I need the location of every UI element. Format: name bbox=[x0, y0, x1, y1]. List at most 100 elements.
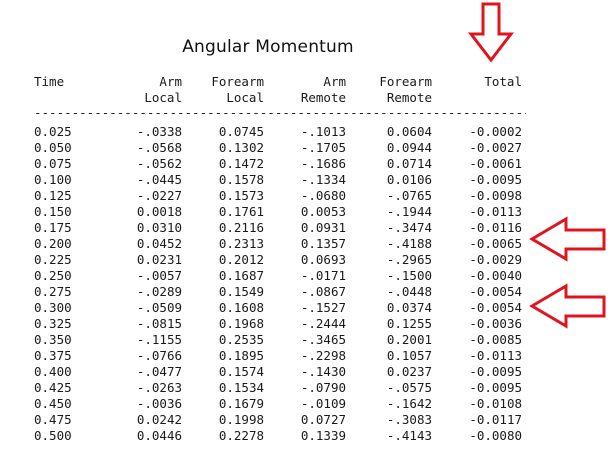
cell-forearm-remote: -.3083 bbox=[386, 412, 432, 427]
header-arm-local: Arm bbox=[159, 74, 182, 89]
cell-forearm-remote: 0.1255 bbox=[386, 316, 432, 331]
cell-arm-local: -.0509 bbox=[136, 300, 182, 315]
cell-arm-local: -.0815 bbox=[136, 316, 182, 331]
cell-arm-local: -.0562 bbox=[136, 156, 182, 171]
table-row: 0.425 -.0263 0.1534 -.0790 -.0575 -0.0095 bbox=[34, 380, 526, 396]
cell-forearm-remote: -.0765 bbox=[386, 188, 432, 203]
cell-total: -0.0098 bbox=[469, 188, 522, 203]
cell-arm-remote: -.1705 bbox=[300, 140, 346, 155]
cell-forearm-local: 0.2313 bbox=[218, 236, 264, 251]
header-total: Total bbox=[484, 74, 522, 89]
table-row: 0.050 -.0568 0.1302 -.1705 0.0944 -0.0027 bbox=[34, 140, 526, 156]
cell-arm-remote: -.1686 bbox=[300, 156, 346, 171]
table-row: 0.475 0.0242 0.1998 0.0727 -.3083 -0.0117 bbox=[34, 412, 526, 428]
cell-total: -0.0080 bbox=[469, 428, 522, 443]
cell-time: 0.375 bbox=[34, 348, 72, 363]
cell-time: 0.275 bbox=[34, 284, 72, 299]
cell-arm-local: 0.0446 bbox=[136, 428, 182, 443]
cell-arm-remote: -.0790 bbox=[300, 380, 346, 395]
header-arm-remote-sub: Remote bbox=[300, 90, 346, 105]
page-title: Angular Momentum bbox=[182, 37, 354, 57]
cell-time: 0.125 bbox=[34, 188, 72, 203]
header-forearm-remote-sub: Remote bbox=[386, 90, 432, 105]
cell-forearm-remote: 0.0106 bbox=[386, 172, 432, 187]
cell-forearm-local: 0.1534 bbox=[218, 380, 264, 395]
cell-arm-remote: -.3465 bbox=[300, 332, 346, 347]
cell-time: 0.325 bbox=[34, 316, 72, 331]
table-row: 0.225 0.0231 0.2012 0.0693 -.2965 -0.0029 bbox=[34, 252, 526, 268]
cell-total: -0.0095 bbox=[469, 364, 522, 379]
header-forearm-local: Forearm bbox=[211, 74, 264, 89]
cell-time: 0.300 bbox=[34, 300, 72, 315]
cell-total: -0.0002 bbox=[469, 124, 522, 139]
header-arm-remote: Arm bbox=[323, 74, 346, 89]
cell-forearm-remote: 0.0237 bbox=[386, 364, 432, 379]
cell-arm-remote: 0.0693 bbox=[300, 252, 346, 267]
cell-time: 0.050 bbox=[34, 140, 72, 155]
cell-arm-remote: -.2444 bbox=[300, 316, 346, 331]
table-row: 0.350 -.1155 0.2535 -.3465 0.2001 -0.0085 bbox=[34, 332, 526, 348]
table-row: 0.250 -.0057 0.1687 -.0171 -.1500 -0.0040 bbox=[34, 268, 526, 284]
cell-forearm-remote: -.2965 bbox=[386, 252, 432, 267]
cell-total: -0.0085 bbox=[469, 332, 522, 347]
cell-forearm-local: 0.1679 bbox=[218, 396, 264, 411]
cell-arm-local: 0.0231 bbox=[136, 252, 182, 267]
cell-arm-remote: -.1527 bbox=[300, 300, 346, 315]
cell-forearm-local: 0.1578 bbox=[218, 172, 264, 187]
header-arm-local-sub: Local bbox=[144, 90, 182, 105]
cell-arm-local: 0.0242 bbox=[136, 412, 182, 427]
cell-forearm-local: 0.1549 bbox=[218, 284, 264, 299]
cell-arm-remote: -.0867 bbox=[300, 284, 346, 299]
cell-time: 0.350 bbox=[34, 332, 72, 347]
left-arrow-icon bbox=[529, 216, 606, 262]
cell-forearm-local: 0.2535 bbox=[218, 332, 264, 347]
cell-forearm-remote: -.1500 bbox=[386, 268, 432, 283]
cell-arm-local: -.0263 bbox=[136, 380, 182, 395]
table-row: 0.025 -.0338 0.0745 -.1013 0.0604 -0.0002 bbox=[34, 124, 526, 140]
cell-time: 0.100 bbox=[34, 172, 72, 187]
cell-forearm-remote: 0.2001 bbox=[386, 332, 432, 347]
cell-total: -0.0095 bbox=[469, 172, 522, 187]
cell-forearm-remote: -.1642 bbox=[386, 396, 432, 411]
table-row: 0.275 -.0289 0.1549 -.0867 -.0448 -0.0054 bbox=[34, 284, 526, 300]
cell-arm-remote: -.2298 bbox=[300, 348, 346, 363]
cell-arm-remote: -.1430 bbox=[300, 364, 346, 379]
header-separator: ----------------------------------------… bbox=[34, 106, 526, 120]
cell-arm-remote: 0.0727 bbox=[300, 412, 346, 427]
table-row: 0.500 0.0446 0.2278 0.1339 -.4143 -0.0080 bbox=[34, 428, 526, 444]
cell-time: 0.250 bbox=[34, 268, 72, 283]
cell-forearm-remote: -.0448 bbox=[386, 284, 432, 299]
cell-time: 0.475 bbox=[34, 412, 72, 427]
header-time: Time bbox=[34, 74, 65, 89]
table-row: 0.175 0.0310 0.2116 0.0931 -.3474 -0.0116 bbox=[34, 220, 526, 236]
cell-forearm-local: 0.1998 bbox=[218, 412, 264, 427]
cell-time: 0.150 bbox=[34, 204, 72, 219]
cell-forearm-local: 0.1968 bbox=[218, 316, 264, 331]
cell-total: -0.0061 bbox=[469, 156, 522, 171]
cell-forearm-local: 0.2116 bbox=[218, 220, 264, 235]
cell-forearm-local: 0.1472 bbox=[218, 156, 264, 171]
cell-time: 0.025 bbox=[34, 124, 72, 139]
table-row: 0.300 -.0509 0.1608 -.1527 0.0374 -0.0054 bbox=[34, 300, 526, 316]
cell-forearm-remote: -.0575 bbox=[386, 380, 432, 395]
header-forearm-local-sub: Local bbox=[226, 90, 264, 105]
header-row-1: Time Arm Forearm Arm Forearm Total bbox=[34, 74, 526, 90]
down-arrow-icon bbox=[467, 2, 515, 63]
cell-forearm-remote: 0.0944 bbox=[386, 140, 432, 155]
cell-arm-remote: 0.1357 bbox=[300, 236, 346, 251]
cell-total: -0.0040 bbox=[469, 268, 522, 283]
cell-forearm-remote: -.4143 bbox=[386, 428, 432, 443]
cell-total: -0.0054 bbox=[469, 284, 522, 299]
cell-arm-remote: 0.0053 bbox=[300, 204, 346, 219]
cell-forearm-remote: 0.1057 bbox=[386, 348, 432, 363]
table-row: 0.150 0.0018 0.1761 0.0053 -.1944 -0.0113 bbox=[34, 204, 526, 220]
cell-arm-remote: -.1013 bbox=[300, 124, 346, 139]
cell-forearm-local: 0.1761 bbox=[218, 204, 264, 219]
cell-forearm-local: 0.1574 bbox=[218, 364, 264, 379]
table-row: 0.075 -.0562 0.1472 -.1686 0.0714 -0.0061 bbox=[34, 156, 526, 172]
cell-arm-local: -.0036 bbox=[136, 396, 182, 411]
cell-arm-remote: 0.0931 bbox=[300, 220, 346, 235]
cell-arm-remote: -.0680 bbox=[300, 188, 346, 203]
cell-forearm-remote: 0.0714 bbox=[386, 156, 432, 171]
table-row: 0.400 -.0477 0.1574 -.1430 0.0237 -0.0095 bbox=[34, 364, 526, 380]
